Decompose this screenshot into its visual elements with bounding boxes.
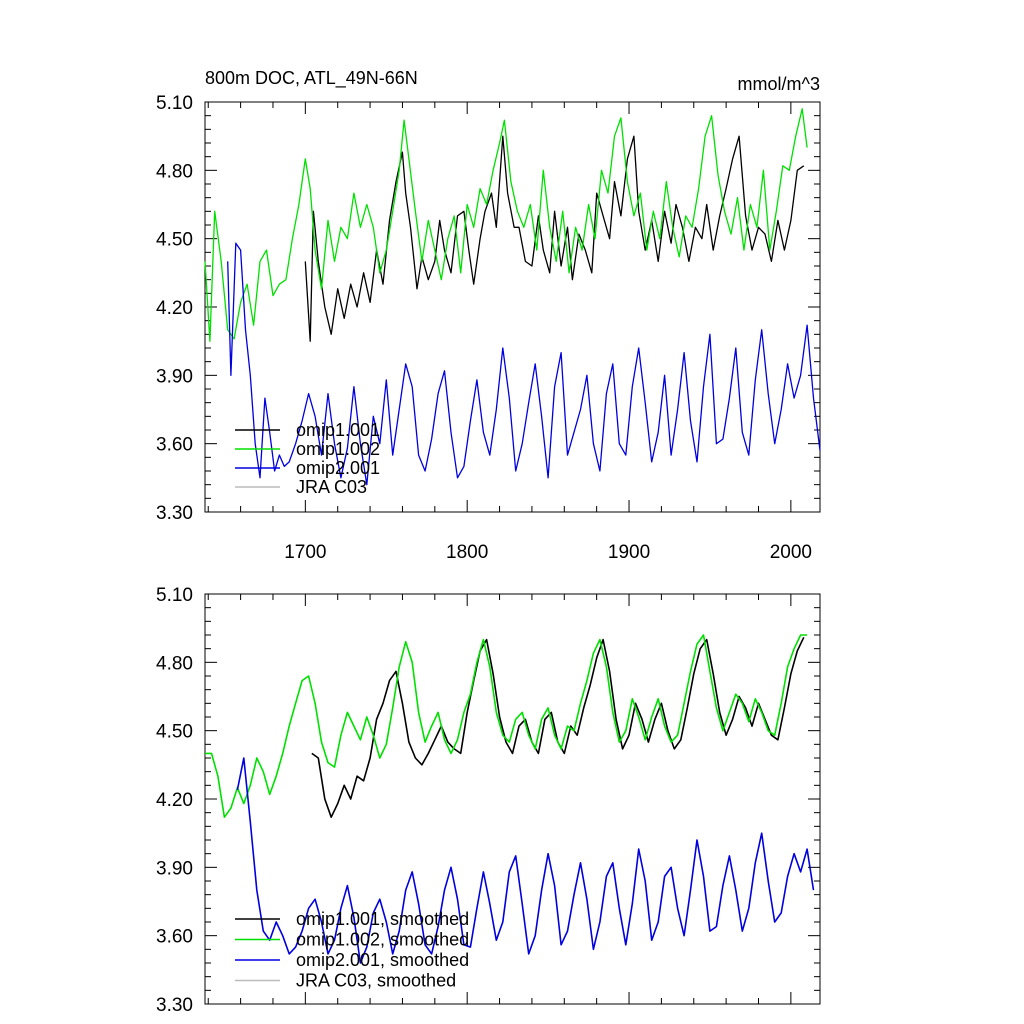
y-tick-label: 4.20 bbox=[156, 298, 193, 319]
series-line-omip2-001 bbox=[227, 242, 821, 486]
legend-label: omip1.001 bbox=[296, 420, 380, 440]
chart-title: 800m DOC, ATL_49N-66N bbox=[205, 68, 418, 89]
y-tick-label: 3.60 bbox=[156, 927, 193, 948]
legend-label: omip2.001, smoothed bbox=[296, 950, 469, 970]
series-line-omip1-001-smoothed bbox=[311, 636, 805, 819]
legend-label: omip1.001, smoothed bbox=[296, 909, 469, 929]
y-tick-label: 4.50 bbox=[156, 722, 193, 743]
y-tick-label: 3.30 bbox=[156, 995, 193, 1016]
series-line-omip1-002-smoothed bbox=[205, 634, 808, 819]
legend-label: JRA C03 bbox=[296, 477, 367, 497]
y-tick-label: 4.80 bbox=[156, 161, 193, 182]
x-tick-label: 1800 bbox=[446, 542, 488, 563]
legend-label: omip1.002, smoothed bbox=[296, 930, 469, 950]
x-tick-label: 1900 bbox=[608, 542, 650, 563]
y-tick-label: 3.30 bbox=[156, 503, 193, 524]
units-label: mmol/m^3 bbox=[738, 74, 820, 94]
y-tick-label: 5.10 bbox=[156, 93, 193, 114]
y-tick-label: 3.90 bbox=[156, 366, 193, 387]
legend-label: JRA C03, smoothed bbox=[296, 971, 456, 991]
chart-panel-2: 3.30 3.60 3.90 4.20 4.50 4.80 5.10 omip1.001, s… bbox=[156, 585, 821, 1016]
series-line-omip1-001 bbox=[304, 135, 805, 342]
y-tick-label: 3.90 bbox=[156, 858, 193, 879]
y-tick-label: 4.80 bbox=[156, 653, 193, 674]
y-tick-label: 4.20 bbox=[156, 790, 193, 811]
y-tick-label: 3.60 bbox=[156, 435, 193, 456]
y-tick-label: 5.10 bbox=[156, 585, 193, 606]
series-line-omip1-002 bbox=[204, 108, 808, 342]
y-tick-label: 4.50 bbox=[156, 230, 193, 251]
legend-label: omip1.002 bbox=[296, 439, 380, 459]
series-line-omip2-001-smoothed bbox=[236, 757, 815, 964]
legend-label: omip2.001 bbox=[296, 458, 380, 478]
x-tick-label: 1700 bbox=[284, 542, 326, 563]
x-tick-label: 2000 bbox=[770, 542, 812, 563]
chart-panel-1: 3.30 3.60 3.90 4.20 4.50 4.80 5.10 1700 1800 1900… bbox=[156, 68, 821, 563]
